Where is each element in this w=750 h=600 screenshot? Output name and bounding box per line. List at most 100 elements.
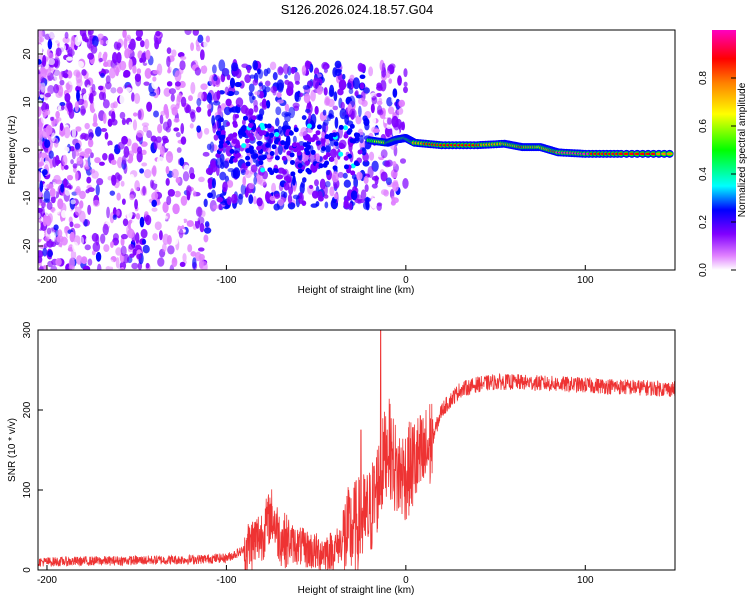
spectrogram-cell	[105, 39, 112, 46]
spectrogram-cell	[79, 236, 85, 245]
spectrogram-cell	[236, 152, 242, 158]
spectrogram-cell	[209, 141, 215, 153]
spectrogram-cell	[109, 212, 115, 224]
spectrogram-cell	[323, 184, 328, 196]
spectrogram-cell	[380, 189, 389, 196]
spectrogram-cell	[380, 171, 388, 182]
spectrogram-cell	[200, 65, 208, 74]
spectrogram-cell	[323, 194, 329, 199]
spectrogram-cell	[139, 57, 144, 63]
spectrogram-xtick-label: -200	[37, 275, 57, 286]
spectrogram-cell	[348, 88, 354, 95]
spectrogram-cell	[88, 95, 93, 102]
colorbar-gradient	[712, 30, 736, 270]
spectrogram-cell	[270, 85, 278, 94]
spectrogram-cell	[165, 178, 170, 186]
spectrogram-cell	[162, 121, 170, 131]
spectrogram-cell	[367, 186, 375, 199]
spectrogram-cell	[179, 157, 185, 167]
spectrogram-cell	[162, 215, 168, 220]
spectrogram-cell	[200, 83, 208, 90]
spectrogram-cell	[212, 100, 221, 106]
spectrogram-cell	[57, 104, 62, 111]
spectrogram-cell	[171, 49, 177, 58]
spectrogram-cell	[216, 90, 221, 100]
spectrogram-cell	[362, 160, 370, 167]
spectrogram-cell	[135, 36, 142, 41]
spectrogram-cell	[152, 69, 160, 75]
spectrogram-cell	[165, 150, 174, 163]
spectrogram-cell	[259, 90, 264, 99]
spectrogram-cell	[329, 148, 338, 159]
spectrogram-cell	[302, 142, 308, 148]
spectrogram-cell	[289, 152, 295, 158]
spectrogram-cell	[219, 171, 227, 181]
spectrogram-cell	[206, 92, 213, 104]
spectrogram-cell	[41, 169, 48, 176]
spectrogram-cell	[70, 159, 74, 165]
spectrogram-cell	[86, 38, 93, 49]
spectrogram-cell	[98, 215, 103, 227]
spectrogram-cell	[184, 30, 192, 36]
spectrogram-cell	[92, 241, 101, 253]
spectrogram-cell	[61, 220, 68, 226]
spectrogram-cell	[363, 87, 370, 94]
spectrogram-cell	[132, 248, 137, 256]
spectrogram-cell	[53, 83, 59, 94]
spectrogram-cell	[60, 245, 66, 253]
spectrogram-cell	[350, 190, 358, 201]
spectrogram-xtick-label: -100	[216, 275, 236, 286]
spectrogram-cell	[48, 30, 55, 39]
snr-plot: -200 -100 0 100 0 100 200 300 Height of straig…	[7, 321, 676, 596]
spectrogram-cell	[255, 173, 261, 183]
spectrogram-cell	[342, 125, 348, 131]
spectrogram-cell	[42, 214, 48, 227]
spectrogram-cell	[352, 77, 360, 90]
spectrogram-cell	[93, 98, 100, 111]
spectrogram-cell	[311, 190, 319, 199]
spectrogram-cell	[151, 167, 157, 176]
spectrogram-cell	[188, 109, 196, 115]
spectrogram-cell	[136, 68, 142, 75]
spectrogram-cell	[308, 184, 314, 190]
spectrogram-cell	[264, 191, 271, 203]
spectrogram-cell	[346, 168, 352, 174]
spectrogram-cell	[245, 155, 251, 161]
colorbar-tick-label: 0.8	[698, 71, 709, 85]
spectrogram-cell	[96, 65, 102, 72]
spectrogram-cell	[256, 197, 263, 207]
spectrogram-cell	[62, 154, 68, 167]
spectrogram-cell	[303, 93, 311, 104]
spectrogram-cell	[87, 204, 92, 215]
spectrogram-cell	[182, 171, 190, 182]
spectrogram-cell	[199, 223, 205, 233]
spectrogram-cell	[150, 44, 155, 54]
spectrogram-cell	[338, 144, 344, 150]
spectrogram-cell	[334, 69, 342, 77]
spectrogram-cell	[276, 99, 284, 104]
spectrogram-cell	[100, 233, 106, 244]
spectrogram-cell	[261, 154, 267, 160]
spectrogram-cell	[87, 138, 94, 148]
spectrogram-cell	[286, 86, 294, 97]
spectrogram-cell	[269, 132, 275, 138]
spectrogram-cell	[120, 266, 125, 270]
spectrogram-cell	[234, 114, 240, 119]
spectrogram-cell	[103, 244, 110, 253]
spectrogram-cell	[143, 168, 152, 179]
spectrogram-cell	[211, 115, 216, 126]
spectrogram-cell	[226, 196, 232, 206]
spectrogram-cell	[385, 177, 392, 186]
spectrogram-cell	[177, 94, 183, 100]
spectrogram-cell	[337, 88, 344, 96]
spectrogram-cell	[52, 36, 60, 45]
spectrogram-cell	[167, 245, 175, 255]
spectrogram-cell	[316, 190, 323, 199]
spectrogram-cell	[123, 145, 130, 158]
spectrogram-cell	[275, 106, 282, 116]
spectrogram-cell	[162, 201, 169, 213]
spectrogram-cell	[276, 91, 282, 98]
spectrogram-cell	[386, 70, 391, 79]
spectrogram-cell	[320, 138, 326, 144]
spectrogram-cell	[292, 102, 300, 109]
